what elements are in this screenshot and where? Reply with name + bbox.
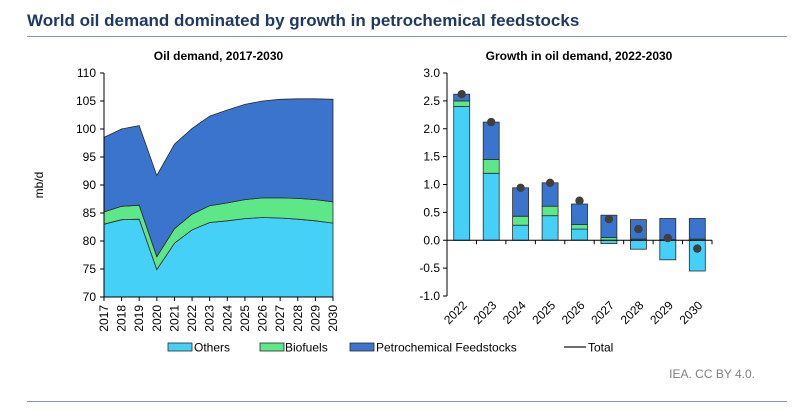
left-x-tick-label: 2029 [308, 305, 322, 332]
bar-petrochemical-feedstocks [512, 187, 529, 217]
bar-petrochemical-feedstocks [688, 218, 706, 240]
bar-others [512, 224, 529, 241]
left-y-tick-label: 80 [83, 234, 97, 248]
left-x-tick-label: 2022 [185, 305, 199, 332]
source-credit: IEA. CC BY 4.0. [669, 367, 755, 381]
left-y-tick-label: 100 [76, 122, 96, 136]
legend-label: Petrochemical Feedstocks [376, 341, 517, 355]
bar-biofuels [512, 215, 529, 226]
bar-others [453, 106, 471, 241]
right-y-tick-label: -0.5 [419, 261, 440, 275]
legend-label: Total [588, 341, 613, 355]
area-others [103, 217, 334, 298]
left-x-tick-label: 2023 [203, 305, 217, 332]
right-chart: Growth in oil demand, 2022-2030 -1.0 -0.5 0… [419, 49, 713, 327]
bar-biofuels [541, 205, 559, 217]
total-marker [487, 117, 496, 127]
left-y-tick-label: 70 [83, 290, 97, 304]
total-marker [693, 244, 702, 253]
legend-label: Biofuels [285, 341, 328, 355]
legend-swatch-others [167, 342, 193, 352]
right-x-tick-label: 2024 [500, 298, 529, 327]
bar-biofuels [482, 158, 500, 174]
left-x-tick-label: 2030 [326, 305, 340, 332]
legend: Others Biofuels Petrochemical Feedstocks To… [167, 341, 613, 355]
bar-petrochemical-feedstocks [482, 121, 500, 160]
left-x-tick-label: 2021 [167, 305, 181, 332]
left-y-tick-label: 85 [83, 206, 97, 220]
total-marker [516, 183, 525, 192]
bar-others [541, 215, 559, 241]
right-x-tick-label: 2028 [618, 298, 647, 327]
bar-petrochemical-feedstocks [571, 203, 588, 226]
bar-others [600, 239, 618, 245]
left-x-tick-label: 2017 [97, 305, 111, 332]
right-y-tick-label: 3.0 [423, 66, 440, 80]
page-title: World oil demand dominated by growth in … [27, 11, 580, 30]
right-x-tick-label: 2030 [677, 298, 706, 327]
left-y-tick-label: 75 [83, 262, 97, 276]
bar-others [482, 172, 500, 241]
left-y-tick-label: 95 [83, 150, 97, 164]
bar-biofuels [571, 224, 588, 230]
right-y-tick-label: 2.5 [423, 94, 440, 108]
total-marker [634, 224, 643, 234]
left-x-tick-label: 2020 [150, 305, 164, 332]
right-y-tick-label: 0.5 [423, 205, 440, 219]
total-marker [457, 90, 466, 99]
left-y-tick-label: 110 [77, 66, 96, 80]
legend-swatch-biofuels [259, 342, 285, 352]
left-x-tick-label: 2025 [238, 305, 252, 332]
right-x-tick-label: 2023 [471, 298, 500, 327]
legend-label: Others [194, 341, 230, 355]
right-x-tick-label: 2026 [559, 298, 588, 327]
left-x-tick-label: 2018 [115, 305, 129, 332]
left-chart-title: Oil demand, 2017-2030 [154, 49, 284, 63]
bar-others [659, 239, 677, 261]
left-x-tick-label: 2027 [273, 305, 287, 332]
right-y-tick-label: 2.0 [423, 122, 440, 136]
right-y-tick-label: 1.5 [423, 150, 440, 164]
left-x-tick-label: 2028 [291, 305, 305, 332]
total-marker [663, 233, 672, 243]
bar-biofuels [453, 100, 471, 107]
left-chart: Oil demand, 2017-2030 mb/d 70 75 80 85 90 95 100… [32, 49, 340, 332]
bar-others [630, 239, 647, 250]
left-x-tick-label: 2024 [220, 305, 234, 332]
total-marker [575, 196, 584, 205]
total-marker [604, 214, 614, 224]
left-y-tick-label: 105 [76, 94, 96, 108]
right-x-tick-label: 2022 [441, 298, 470, 327]
left-x-tick-label: 2019 [132, 305, 146, 332]
left-y-axis-label: mb/d [32, 172, 46, 199]
right-y-tick-label: -1.0 [419, 289, 440, 303]
bottom-rule [27, 401, 787, 402]
area-petrochemical-feedstocks [103, 98, 334, 258]
right-x-tick-label: 2027 [588, 298, 617, 327]
right-y-tick-label: 0.0 [423, 233, 440, 247]
left-x-tick-label: 2026 [256, 305, 270, 332]
left-y-tick-label: 90 [83, 178, 97, 192]
right-y-tick-label: 1.0 [423, 178, 440, 192]
right-x-tick-label: 2029 [647, 298, 676, 327]
bar-others [571, 228, 588, 241]
total-marker [545, 178, 555, 187]
right-chart-title: Growth in oil demand, 2022-2030 [486, 49, 673, 63]
legend-swatch-petrochemical-feedstocks [349, 342, 375, 352]
right-x-tick-label: 2025 [529, 298, 558, 327]
top-rule [27, 36, 787, 37]
